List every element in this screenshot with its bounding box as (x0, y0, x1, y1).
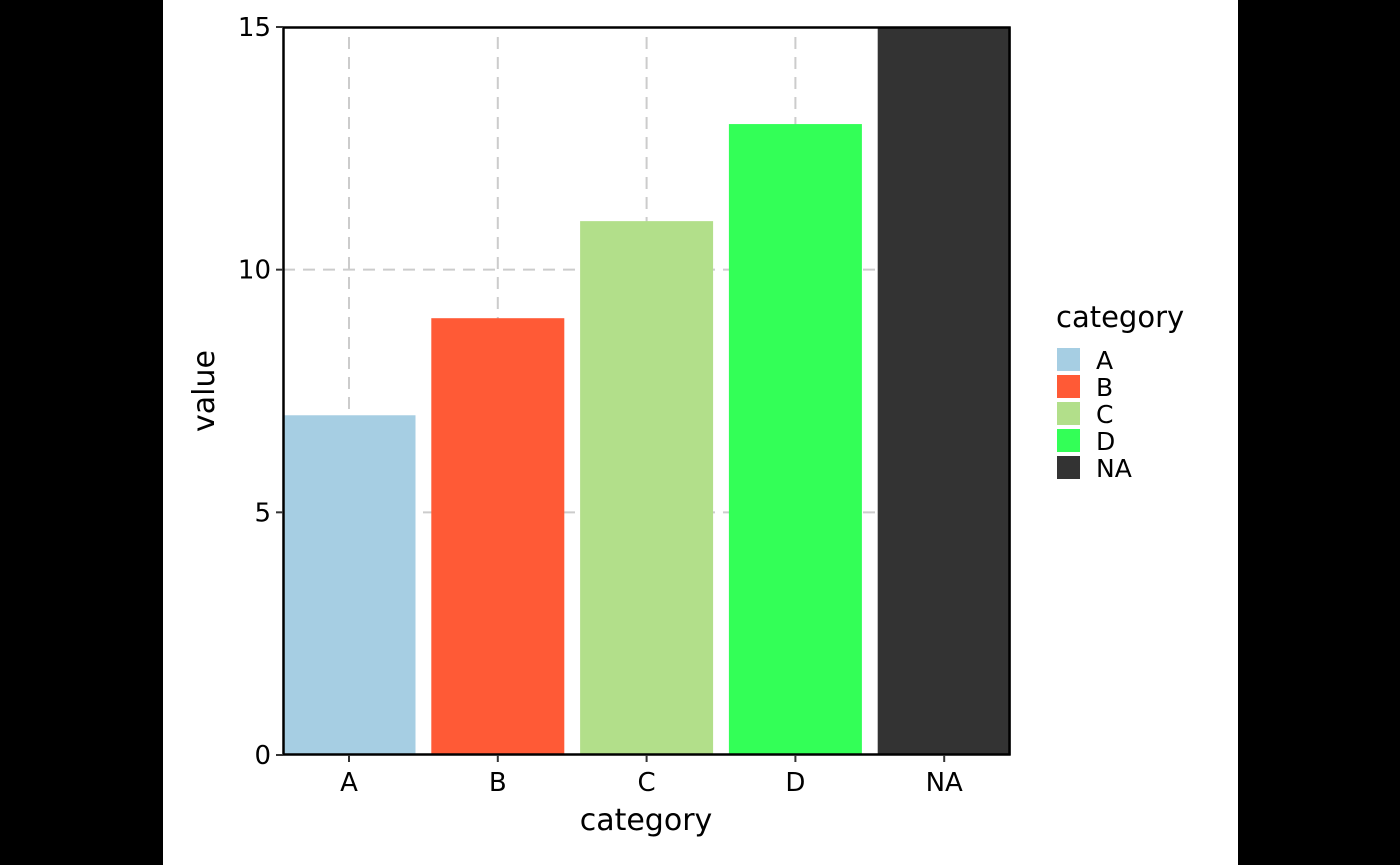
y-tick-label: 5 (254, 498, 271, 528)
legend-key-a (1057, 348, 1080, 371)
legend-key-c (1057, 402, 1080, 425)
legend-label: B (1096, 373, 1113, 402)
x-axis: A B C D NA (340, 755, 963, 798)
legend-label: D (1096, 427, 1115, 456)
y-tick-label: 10 (238, 256, 271, 286)
legend-key-b (1057, 375, 1080, 398)
legend-title: category (1056, 300, 1184, 334)
x-axis-title: category (580, 803, 713, 838)
y-axis-title: value (187, 350, 222, 432)
legend-key-d (1057, 429, 1080, 452)
y-tick-label: 15 (238, 13, 271, 43)
bar-b (431, 318, 565, 755)
x-tick-label: B (489, 768, 507, 798)
x-tick-label: D (785, 768, 805, 798)
x-tick-label: NA (926, 768, 963, 798)
bar-d (728, 124, 862, 756)
x-tick-label: A (340, 768, 358, 798)
x-tick-label: C (638, 768, 656, 798)
legend-label: NA (1096, 454, 1132, 483)
legend-label: C (1096, 400, 1113, 429)
panel-border (282, 26, 1011, 756)
legend-key-na (1057, 456, 1080, 479)
bars (282, 27, 1011, 756)
y-tick-label: 0 (254, 741, 271, 771)
bar-na (877, 27, 1011, 755)
y-axis: 0 5 10 15 (238, 13, 283, 771)
legend-label: A (1096, 346, 1113, 375)
bar-c (580, 221, 714, 756)
bar-a (282, 415, 416, 755)
